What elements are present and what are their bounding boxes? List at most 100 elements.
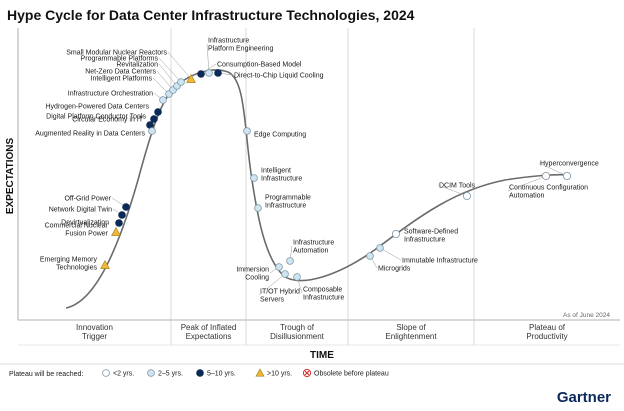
technology-label: Intelligent [261, 168, 291, 175]
legend-title: Plateau will be reached: [9, 371, 83, 378]
legend-marker [147, 369, 155, 377]
technology-marker [376, 244, 384, 252]
phase-label: Plateau of [529, 323, 566, 332]
phase-label: Enlightenment [385, 332, 437, 341]
technology-marker [186, 73, 196, 83]
technology-label: Devirtualization [61, 220, 109, 227]
technology-marker [250, 174, 258, 182]
technology-label: IT/OT Hybrid [260, 289, 300, 296]
label-leader [507, 175, 547, 192]
gartner-logo: Gartner [557, 389, 611, 406]
legend-marker [102, 369, 110, 377]
x-axis-label: TIME [310, 350, 334, 361]
technology-label: Infrastructure [303, 295, 344, 302]
technology-label: Hydrogen-Powered Data Centers [46, 104, 150, 111]
technology-marker [563, 171, 572, 180]
label-leader [158, 57, 182, 83]
technology-markers [100, 69, 572, 281]
phase-label: Disillusionment [270, 332, 325, 341]
technology-marker [177, 78, 185, 86]
legend: <2 yrs. 2–5 yrs. 5–10 yrs. >10 yrs. Obsolete… [102, 368, 389, 378]
technology-label: DCIM Tools [439, 183, 476, 190]
technology-label: Infrastructure [208, 38, 249, 45]
chart-title: Hype Cycle for Data Center Infrastructur… [7, 7, 415, 23]
technology-label: Infrastructure [404, 237, 445, 244]
phase-label: Trigger [82, 332, 107, 341]
legend-marker [196, 369, 204, 377]
technology-label: Programmable [265, 195, 311, 202]
technology-marker [122, 203, 130, 211]
technology-marker [148, 127, 156, 135]
label-leader [538, 162, 568, 177]
technology-marker [197, 70, 205, 78]
technology-label: Off-Grid Power [64, 196, 111, 203]
as-of-note: As of June 2024 [563, 312, 610, 319]
legend-marker [255, 368, 265, 377]
technology-label: Fusion Power [65, 231, 108, 238]
technology-marker [100, 259, 110, 269]
technology-label: Infrastructure Orchestration [68, 91, 153, 98]
technology-label: Programmable Platforms [81, 56, 159, 63]
technology-label: Immersion [236, 267, 269, 274]
technology-label: Cooling [245, 275, 269, 282]
technology-label: Automation [293, 248, 329, 255]
label-leader [156, 70, 174, 91]
technology-marker [254, 204, 262, 212]
technology-label: Software-Defined [404, 229, 458, 236]
technology-label: Commercial Nuclear [45, 223, 109, 230]
phase-grid [17, 28, 620, 346]
phase-label: Productivity [526, 332, 567, 341]
technology-marker [150, 115, 158, 123]
technology-label: Microgrids [378, 266, 411, 273]
technology-label: Edge Computing [254, 132, 306, 139]
technology-label: Infrastructure [293, 240, 334, 247]
legend-label: Obsolete before plateau [314, 371, 389, 378]
label-leader [379, 247, 402, 261]
technology-label: Infrastructure [261, 176, 302, 183]
technology-label: Platform Engineering [208, 46, 273, 53]
label-leader [158, 63, 178, 87]
technology-label: Network Digital Twin [49, 207, 112, 214]
technology-marker [159, 96, 167, 104]
phase-label: Peak of Inflated [181, 323, 237, 332]
label-leader [437, 184, 468, 197]
technology-marker [542, 171, 551, 180]
technology-label: Small Modular Nuclear Reactors [66, 50, 167, 57]
legend-label: <2 yrs. [113, 371, 134, 378]
technology-marker [275, 263, 283, 271]
technology-label: Continuous Configuration [509, 185, 588, 192]
technology-label: Servers [260, 297, 285, 304]
technology-label: Direct-to-Chip Liquid Cooling [234, 73, 324, 80]
phase-label: Trough of [280, 323, 315, 332]
technology-label: Technologies [56, 265, 97, 272]
phase-label: Innovation [76, 323, 113, 332]
technology-marker [115, 219, 123, 227]
legend-label: 2–5 yrs. [158, 371, 183, 378]
technology-label: Circular Economy in IT [72, 117, 144, 124]
technology-marker [214, 69, 222, 77]
legend-label: >10 yrs. [267, 371, 292, 378]
technology-label: Composable [303, 287, 342, 294]
technology-label: Consumption-Based Model [217, 62, 302, 69]
technology-label: Intelligent Platforms [91, 76, 153, 83]
technology-label: Revitalization [116, 62, 158, 69]
technology-marker [205, 69, 213, 77]
technology-label: Automation [509, 193, 545, 200]
phase-label: Slope of [396, 323, 426, 332]
technology-label: Infrastructure [265, 203, 306, 210]
technology-label: Immutable Infrastructure [402, 258, 478, 265]
technology-label: Digital Platform Conductor Tools [46, 114, 146, 121]
technology-marker [366, 252, 374, 260]
technology-marker [293, 273, 301, 281]
label-leader [258, 273, 286, 296]
legend-marker-cross [304, 370, 310, 376]
phase-label: Expectations [186, 332, 232, 341]
technology-marker [118, 211, 126, 219]
technology-marker [154, 108, 162, 116]
label-leader [167, 51, 192, 80]
legend-label: 5–10 yrs. [207, 371, 236, 378]
